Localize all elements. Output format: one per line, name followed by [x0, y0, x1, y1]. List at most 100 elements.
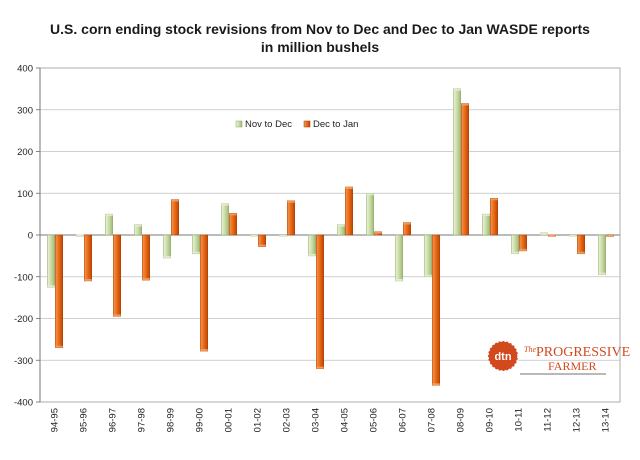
- bars: [47, 88, 614, 386]
- bar-cap: [606, 235, 614, 237]
- x-tick-label: 07-08: [427, 408, 438, 432]
- bar-nov-to-dec-99-00: [192, 234, 200, 255]
- y-tick-label: 100: [17, 189, 33, 200]
- x-tick-label: 06-07: [398, 408, 409, 432]
- bar-cap: [577, 251, 585, 254]
- legend-swatch-1: [303, 120, 311, 128]
- legend: Nov to Dec Dec to Jan: [235, 119, 358, 130]
- y-tick-label: 0: [28, 231, 33, 242]
- bar-cap: [258, 244, 266, 247]
- bar-dec-to-jan-02-03: [287, 200, 295, 236]
- x-tick-label: 95-96: [79, 408, 90, 432]
- bar-cap: [105, 214, 113, 217]
- bar-dec-to-jan-03-04: [316, 234, 324, 369]
- x-tick-label: 99-00: [195, 408, 206, 432]
- bar-cap: [345, 186, 353, 189]
- bar-cap: [366, 193, 374, 196]
- logo-line1: The: [524, 345, 536, 354]
- bar-cap: [482, 214, 490, 217]
- bar-cap: [511, 251, 519, 254]
- x-tick-label: 10-11: [514, 408, 525, 432]
- logo-line2: PROGRESSIVE: [536, 345, 630, 360]
- bar-nov-to-dec-06-07: [395, 234, 403, 282]
- y-tick-label: 300: [17, 105, 33, 116]
- bar-cap: [337, 224, 345, 227]
- x-tick-label: 13-14: [601, 408, 612, 432]
- bar-cap: [287, 200, 295, 203]
- legend-label-1: Dec to Jan: [313, 119, 358, 130]
- bar-cap: [200, 349, 208, 352]
- bar-cap: [598, 272, 606, 275]
- bar-cap: [540, 232, 548, 235]
- y-tick-label: -400: [14, 398, 33, 409]
- x-tick-label: 11-12: [543, 408, 554, 432]
- bar-cap: [84, 278, 92, 281]
- bar-cap: [221, 203, 229, 206]
- bar-cap: [279, 235, 287, 237]
- bar-cap: [424, 274, 432, 277]
- bar-nov-to-dec-13-14: [598, 234, 606, 275]
- y-tick-label: 400: [17, 64, 33, 75]
- bar-dec-to-jan-94-95: [55, 234, 63, 348]
- bar-cap: [374, 231, 382, 234]
- bar-dec-to-jan-09-10: [490, 198, 498, 236]
- bar-nov-to-dec-94-95: [47, 234, 55, 288]
- bar-nov-to-dec-07-08: [424, 234, 432, 277]
- bar-cap: [134, 224, 142, 227]
- x-tick-label: 94-95: [50, 408, 61, 432]
- bar-nov-to-dec-96-97: [105, 213, 113, 236]
- x-tick-label: 00-01: [224, 408, 235, 432]
- bar-cap: [250, 235, 258, 237]
- bar-cap: [76, 234, 84, 237]
- bar-cap: [163, 255, 171, 258]
- bar-dec-to-jan-07-08: [432, 234, 440, 386]
- dtn-progressive-farmer-logo: dtn The PROGRESSIVE FARMER: [487, 340, 630, 375]
- bar-dec-to-jan-97-98: [142, 234, 150, 281]
- bar-cap: [548, 234, 556, 237]
- tick-labels: -400 -300 -200 -100 0 100 200 300 400 94-95 95-96 9…: [14, 64, 612, 433]
- x-tick-label: 04-05: [340, 408, 351, 432]
- x-tick-label: 01-02: [253, 408, 264, 432]
- bar-nov-to-dec-03-04: [308, 234, 316, 257]
- chart-subtitle: in million bushels: [260, 39, 380, 55]
- y-tick-label: 200: [17, 147, 33, 158]
- x-tick-label: 12-13: [572, 408, 583, 432]
- bar-dec-to-jan-95-96: [84, 234, 92, 282]
- bar-nov-to-dec-08-09: [453, 88, 461, 236]
- x-tick-label: 05-06: [369, 408, 380, 432]
- y-tick-label: -200: [14, 314, 33, 325]
- bar-nov-to-dec-09-10: [482, 213, 490, 236]
- bar-dec-to-jan-08-09: [461, 103, 469, 236]
- bar-cap: [47, 285, 55, 288]
- bar-cap: [395, 278, 403, 281]
- x-tick-label: 03-04: [311, 408, 322, 432]
- chart-title: U.S. corn ending stock revisions from No…: [50, 21, 590, 37]
- x-tick-label: 02-03: [282, 408, 293, 432]
- bar-cap: [519, 248, 527, 251]
- bar-dec-to-jan-98-99: [171, 199, 179, 236]
- logo-mark: dtn: [494, 351, 511, 363]
- bar-dec-to-jan-00-01: [229, 213, 237, 236]
- bar-cap: [461, 103, 469, 106]
- bar-nov-to-dec-00-01: [221, 203, 229, 236]
- bar-cap: [229, 213, 237, 216]
- bar-cap: [490, 198, 498, 201]
- x-tick-label: 98-99: [166, 408, 177, 432]
- x-tick-label: 97-98: [137, 408, 148, 432]
- bar-dec-to-jan-04-05: [345, 186, 353, 236]
- bar-cap: [432, 383, 440, 386]
- bar-cap: [316, 366, 324, 369]
- bar-nov-to-dec-05-06: [366, 193, 374, 236]
- bar-cap: [453, 88, 461, 91]
- x-tick-label: 09-10: [485, 408, 496, 432]
- bar-cap: [55, 345, 63, 348]
- bar-cap: [308, 253, 316, 256]
- bar-cap: [142, 278, 150, 281]
- bar-cap: [192, 251, 200, 254]
- legend-swatch-0: [235, 120, 243, 128]
- bar-dec-to-jan-12-13: [577, 234, 585, 255]
- legend-label-0: Nov to Dec: [245, 119, 292, 130]
- x-tick-label: 96-97: [108, 408, 119, 432]
- bar-cap: [171, 199, 179, 202]
